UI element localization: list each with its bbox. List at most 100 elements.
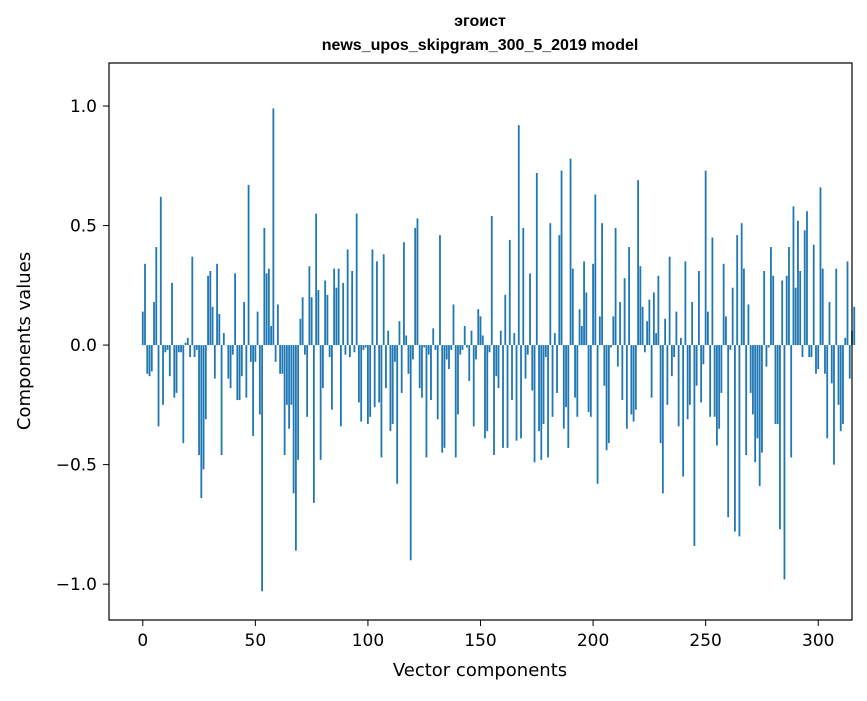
bar [608, 345, 610, 443]
bar [437, 345, 439, 419]
bar [248, 185, 250, 345]
bar [558, 235, 560, 345]
bar [583, 261, 585, 345]
bar [734, 345, 736, 531]
bar [230, 345, 232, 388]
bar [639, 266, 641, 345]
bar [849, 345, 851, 378]
bar [579, 309, 581, 345]
bar [806, 211, 808, 345]
x-tick-label: 250 [689, 631, 721, 651]
bar [743, 269, 745, 346]
bar [549, 223, 551, 345]
bar [648, 300, 650, 345]
bar [194, 345, 196, 357]
bar [491, 216, 493, 345]
bar [543, 345, 545, 424]
bar [284, 345, 286, 455]
bar [669, 257, 671, 345]
bar [642, 307, 644, 345]
bar [500, 331, 502, 345]
bar [200, 345, 202, 498]
bar [336, 288, 338, 345]
bar [561, 171, 563, 346]
bar [594, 194, 596, 345]
bar [306, 345, 308, 417]
bar [329, 345, 331, 357]
bar [538, 345, 540, 431]
bar [486, 345, 488, 431]
bar [811, 345, 813, 357]
bar [835, 269, 837, 346]
bar [516, 345, 518, 441]
bar [367, 345, 369, 424]
bar [788, 247, 790, 345]
bar [423, 345, 425, 347]
bar [770, 247, 772, 345]
bar [666, 345, 668, 405]
bar [795, 288, 797, 345]
bar [750, 345, 752, 393]
bar [232, 345, 234, 355]
bar [813, 245, 815, 345]
bar [624, 278, 626, 345]
bar [151, 345, 153, 371]
bar [394, 345, 396, 362]
bar [660, 345, 662, 443]
bar [592, 264, 594, 345]
bar [261, 345, 263, 591]
bar [270, 326, 272, 345]
bar [351, 271, 353, 345]
bar [477, 309, 479, 345]
bar [493, 345, 495, 455]
bar [214, 345, 216, 378]
bar [741, 223, 743, 345]
bar [338, 269, 340, 346]
bar [354, 345, 356, 352]
bar [840, 345, 842, 431]
bar [522, 228, 524, 345]
bar [392, 345, 394, 424]
bar [266, 273, 268, 345]
bar [340, 345, 342, 426]
bar [766, 345, 768, 367]
bar [468, 345, 470, 381]
bar [513, 333, 515, 345]
bar [833, 345, 835, 465]
bar [317, 290, 319, 345]
bar [358, 345, 360, 402]
bar [842, 345, 844, 424]
x-tick-label: 100 [352, 631, 384, 651]
bar [545, 345, 547, 357]
bar [680, 338, 682, 345]
bar [342, 283, 344, 345]
bar [466, 345, 468, 347]
bar [781, 281, 783, 346]
bar [405, 336, 407, 346]
y-tick-label: 0.0 [70, 336, 97, 356]
bar [718, 345, 720, 429]
bar [554, 333, 556, 345]
x-tick-label: 50 [245, 631, 267, 651]
bar [421, 345, 423, 398]
bar [693, 345, 695, 546]
bar [252, 345, 254, 436]
bar [331, 345, 333, 410]
bar [599, 316, 601, 345]
bar [286, 345, 288, 405]
bar [574, 345, 576, 398]
bar [714, 345, 716, 417]
bar [396, 345, 398, 484]
bar [682, 345, 684, 476]
bar [547, 345, 549, 457]
bar [817, 345, 819, 369]
y-tick-label: 1.0 [70, 97, 97, 117]
bar [565, 345, 567, 407]
bar [635, 345, 637, 410]
bar [205, 345, 207, 419]
bar [779, 345, 781, 529]
bar [716, 345, 718, 445]
bar [689, 345, 691, 405]
bar [748, 304, 750, 345]
bar [453, 304, 455, 345]
